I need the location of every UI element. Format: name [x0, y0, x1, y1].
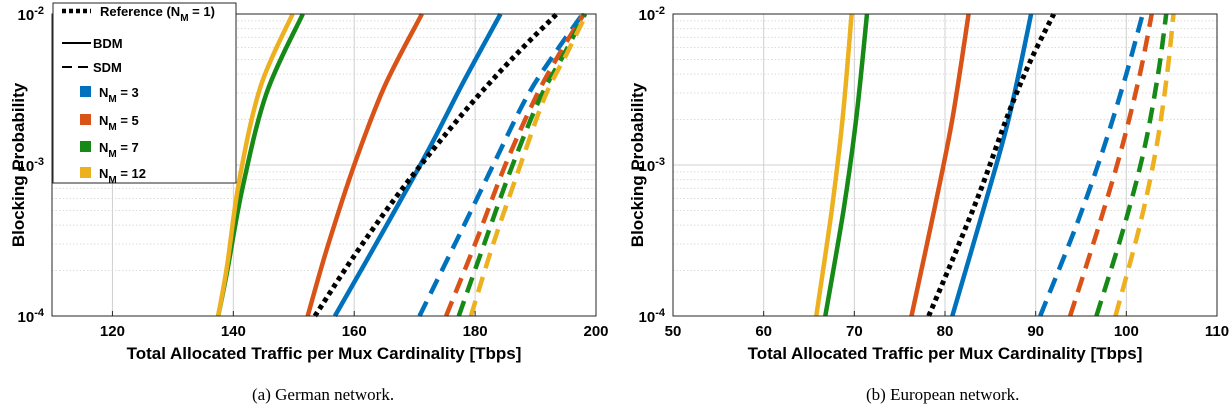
legend-entry-label: SDM: [93, 60, 122, 75]
x-tick-label: 70: [846, 323, 863, 340]
x-tick-label: 110: [1205, 323, 1229, 340]
caption-european-network: (b) European network.: [866, 385, 1020, 404]
y-tick-label: 10-4: [18, 307, 45, 326]
series-bdm-nm3: [950, 13, 1034, 317]
series-bdm-nm7: [823, 13, 870, 317]
legend-entry-label: NM = 7: [99, 140, 139, 160]
legend-entry-label: NM = 5: [99, 113, 139, 133]
legend-entry-label: Reference (NM = 1): [100, 4, 215, 24]
x-tick-label: 90: [1027, 323, 1044, 340]
caption-german-network: (a) German network.: [252, 385, 395, 404]
series-sdm-nm3: [1038, 13, 1145, 317]
x-tick-label: 80: [937, 323, 954, 340]
x-tick-label: 200: [583, 323, 608, 340]
axes-frame: [51, 13, 597, 317]
legend-entry-label: BDM: [93, 36, 123, 51]
x-tick-label: 50: [665, 323, 682, 340]
legend-swatch: [80, 114, 91, 125]
series-sdm-nm5: [1067, 13, 1154, 317]
legend-swatch: [80, 141, 91, 152]
series-bdm-nm12: [814, 13, 854, 317]
legend: Reference (NM = 1) BDM SDM NM = 3 NM = 5 NM =…: [52, 2, 237, 186]
panel-german-network: 120 140 160 180 200 10-4 10-3 10-2 Total Allocat…: [9, 2, 609, 363]
series-bdm-nm3: [332, 12, 503, 318]
y-tick-label: 10-4: [639, 307, 666, 326]
series-bdm-nm5: [909, 13, 971, 317]
series-sdm-nm12: [1113, 13, 1176, 317]
x-tick-label: 140: [221, 323, 246, 340]
series-sdm-nm3: [417, 12, 585, 317]
x-axis-label: Total Allocated Traffic per Mux Cardinal…: [748, 344, 1143, 363]
series-sdm-nm7: [1094, 13, 1169, 317]
y-tick-label: 10-2: [18, 5, 44, 24]
legend-swatch: [80, 86, 91, 97]
x-tick-label: 100: [1114, 323, 1139, 340]
y-axis-label: Blocking Probability: [9, 82, 28, 247]
y-tick-label: 10-3: [639, 156, 665, 175]
legend-entry-label: NM = 3: [99, 85, 139, 105]
x-tick-label: 120: [100, 323, 125, 340]
legend-swatch: [80, 167, 91, 178]
series-sdm-nm5: [444, 12, 586, 317]
series-bdm-nm12: [215, 13, 295, 317]
series-bdm-nm5: [305, 12, 424, 317]
x-axis-label: Total Allocated Traffic per Mux Cardinal…: [127, 344, 522, 363]
y-tick-label: 10-2: [639, 5, 665, 24]
x-tick-label: 180: [463, 323, 488, 340]
series-reference-nm1: [312, 12, 559, 318]
x-tick-label: 160: [342, 323, 367, 340]
x-tick-label: 60: [755, 323, 772, 340]
panel-european-network: 50 60 70 80 90 100 110 10-4 10-3 10-2 Total Alloca…: [628, 5, 1229, 363]
y-tick-label: 10-3: [18, 156, 44, 175]
y-axis-label: Blocking Probability: [628, 82, 647, 247]
series-sdm-nm12: [468, 13, 589, 317]
legend-entry-label: NM = 12: [99, 166, 146, 186]
